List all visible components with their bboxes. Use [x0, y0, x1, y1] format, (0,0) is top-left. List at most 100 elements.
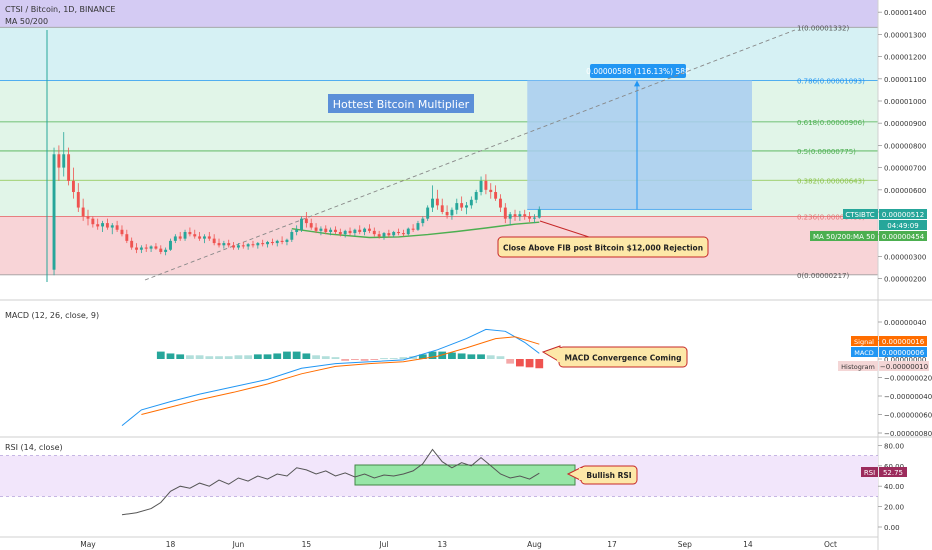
- rsi-title: RSI (14, close): [5, 443, 63, 452]
- candle-body: [183, 231, 187, 239]
- candle-body: [159, 248, 163, 252]
- macd-histogram-bar: [224, 356, 233, 359]
- macd-histogram-bar: [515, 359, 524, 367]
- price-tick-label: 0.00001200: [884, 54, 926, 62]
- candle-body: [532, 217, 536, 219]
- macd-tick-label: 0.00000000: [884, 356, 926, 364]
- macd-title: MACD (12, 26, close, 9): [5, 311, 99, 320]
- candle-body: [358, 229, 362, 232]
- candle-body: [401, 233, 405, 235]
- candle-body: [266, 241, 269, 245]
- ma-tag-value: 0.00000454: [882, 233, 925, 241]
- candlesticks: [52, 132, 541, 276]
- candle-body: [499, 198, 502, 208]
- rsi-tick-label: 80.00: [884, 442, 904, 450]
- candle-body: [392, 231, 396, 236]
- macd-histogram-bar: [273, 353, 282, 359]
- candle-body: [198, 236, 202, 239]
- candle-body: [217, 243, 221, 246]
- macd-histogram-bar: [156, 351, 165, 359]
- macd-histogram-bar: [418, 354, 427, 359]
- fib-level-label: 0(0.00000217): [797, 272, 849, 280]
- candle-body: [120, 229, 124, 235]
- macd-tag-value: 0.00000006: [882, 349, 925, 357]
- candle-body: [435, 198, 439, 206]
- candle-body: [241, 245, 245, 247]
- candle-body: [173, 236, 177, 241]
- candle-body: [125, 234, 129, 241]
- macd-tick-label: −0.00000080: [884, 430, 932, 438]
- macd-histogram-bar: [389, 358, 398, 360]
- candle-body: [309, 223, 313, 228]
- macd-histogram-bar: [457, 353, 466, 359]
- candle-body: [193, 234, 197, 237]
- candle-body: [188, 231, 192, 235]
- macd-tick-label: −0.00000020: [884, 375, 932, 383]
- candle-body: [489, 189, 493, 193]
- rsi-tick-label: 0.00: [884, 524, 900, 532]
- candle-body: [300, 218, 303, 230]
- price-tick-label: 0.00001300: [884, 31, 926, 39]
- candle-body: [236, 245, 240, 248]
- candle-body: [207, 236, 211, 239]
- candle-body: [348, 230, 352, 234]
- candle-body: [295, 229, 299, 232]
- candle-body: [387, 233, 391, 236]
- candle-body: [139, 247, 143, 250]
- macd-tick-label: −0.00000040: [884, 393, 932, 401]
- macd-histogram-bar: [321, 356, 330, 359]
- candle-body: [110, 225, 114, 228]
- candle-body: [91, 218, 95, 225]
- rsi-axis: 80.00 60.00 40.00 20.00 0.00: [878, 442, 904, 532]
- price-tick-label: 0.00000900: [884, 120, 926, 128]
- candle-body: [280, 240, 284, 242]
- candle-body: [71, 180, 75, 193]
- time-tick-label: May: [80, 540, 96, 549]
- time-tick-label: 17: [607, 540, 617, 549]
- price-tick-label: 0.00001400: [884, 9, 926, 17]
- macd-histogram-bar: [486, 355, 495, 359]
- candle-body: [261, 243, 265, 245]
- candle-body: [81, 207, 85, 217]
- candle-body: [251, 244, 255, 246]
- candle-body: [377, 234, 381, 237]
- fib-zone: [0, 27, 878, 81]
- macd-histogram-bar: [370, 359, 379, 360]
- macd-histogram-bar: [234, 355, 243, 359]
- macd-histogram-bar: [253, 354, 262, 359]
- candle-body: [431, 198, 434, 208]
- time-tick-label: Sep: [678, 540, 692, 549]
- countdown-tag: 04:49:09: [887, 222, 918, 230]
- candle-body: [445, 212, 449, 216]
- candle-body: [329, 229, 333, 232]
- macd-histogram-bar: [428, 351, 437, 359]
- price-tick-label: 0.00000200: [884, 276, 926, 284]
- candle-body: [96, 224, 100, 227]
- candle-body: [343, 230, 347, 235]
- macd-histogram-bar: [312, 355, 320, 359]
- macd-histogram-bar: [477, 354, 485, 359]
- candle-body: [367, 228, 371, 231]
- target-label: 0.00000588 (116.13%) 588: [586, 64, 690, 78]
- candle-body: [460, 203, 464, 208]
- target-arrowhead: [634, 80, 640, 87]
- time-tick-label: 18: [166, 540, 176, 549]
- indicator-label: MA 50/200: [5, 17, 48, 26]
- price-tick-label: 0.00000700: [884, 165, 926, 173]
- price-tick-label: 0.00000600: [884, 187, 926, 195]
- candle-body: [469, 199, 473, 206]
- macd-histogram-bar: [380, 358, 388, 360]
- candle-body: [227, 243, 231, 246]
- candle-body: [130, 240, 134, 248]
- macd-histogram-bar: [399, 357, 408, 359]
- candle-body: [382, 233, 386, 237]
- time-tick-label: 13: [437, 540, 447, 549]
- price-axis: 0.00001400 0.00001300 0.00001200 0.00001100…: [878, 9, 926, 284]
- candle-body: [411, 228, 415, 230]
- macd-tags: Signal 0.00000016 MACD 0.00000006 Histog…: [838, 336, 929, 371]
- candle-body: [256, 243, 260, 246]
- candle-body: [334, 229, 337, 232]
- macd-histogram-bar: [176, 354, 185, 359]
- macd-histogram-bar: [448, 352, 456, 359]
- candle-body: [67, 154, 71, 181]
